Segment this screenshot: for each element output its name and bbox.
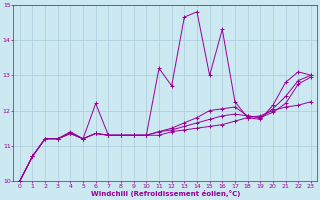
X-axis label: Windchill (Refroidissement éolien,°C): Windchill (Refroidissement éolien,°C)	[91, 190, 240, 197]
